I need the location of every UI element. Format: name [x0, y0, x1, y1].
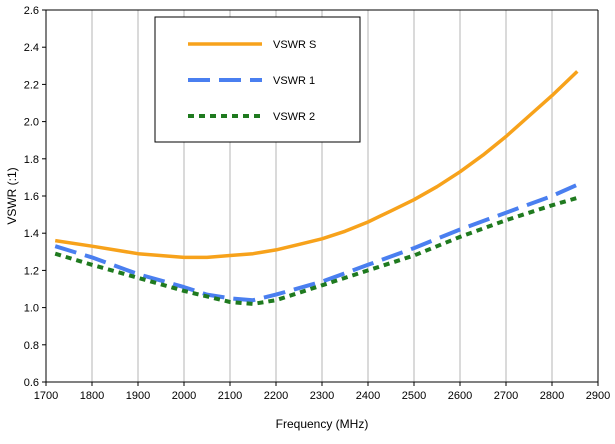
- legend-label: VSWR 1: [273, 75, 315, 87]
- y-axis-title: VSWR (:1): [5, 167, 19, 224]
- series-line-0: [54, 70, 579, 260]
- y-tick-label: 1.6: [24, 191, 39, 203]
- tick-labels: 0.6 0.8 1.0 1.2 1.4 1.6 1.8 2.0 2.2 2.4 2.6 1700 180…: [24, 5, 611, 402]
- series-layer: [54, 70, 579, 306]
- x-tick-label: 2900: [586, 390, 610, 402]
- y-tick-label: 2.2: [24, 79, 39, 91]
- y-tick-label: 2.4: [24, 42, 39, 54]
- y-tick-label: 0.8: [24, 340, 39, 352]
- x-tick-label: 2400: [356, 390, 380, 402]
- x-tick-label: 2700: [494, 390, 518, 402]
- x-tick-label: 1700: [34, 390, 58, 402]
- series-line-2: [54, 195, 578, 306]
- x-axis-title: Frequency (MHz): [276, 417, 369, 431]
- y-tick-label: 1.8: [24, 154, 39, 166]
- x-tick-label: 2100: [218, 390, 242, 402]
- x-tick-label: 2000: [172, 390, 196, 402]
- legend: VSWR S VSWR 1 VSWR 2: [154, 16, 361, 143]
- x-tick-label: 2500: [402, 390, 426, 402]
- y-tick-label: 1.2: [24, 265, 39, 277]
- x-tick-label: 2600: [448, 390, 472, 402]
- y-tick-label: 1.4: [24, 228, 39, 240]
- x-tick-label: 2200: [264, 390, 288, 402]
- x-tick-label: 1800: [80, 390, 104, 402]
- y-tick-label: 1.0: [24, 303, 39, 315]
- x-tick-label: 2300: [310, 390, 334, 402]
- x-tick-label: 1900: [126, 390, 150, 402]
- legend-label: VSWR S: [273, 39, 316, 51]
- y-tick-label: 2.0: [24, 117, 39, 129]
- x-tick-label: 2800: [540, 390, 564, 402]
- axes: [42, 9, 599, 386]
- series-line-1: [54, 182, 579, 303]
- legend-label: VSWR 2: [273, 111, 315, 123]
- y-tick-label: 0.6: [24, 377, 39, 389]
- y-tick-label: 2.6: [24, 5, 39, 17]
